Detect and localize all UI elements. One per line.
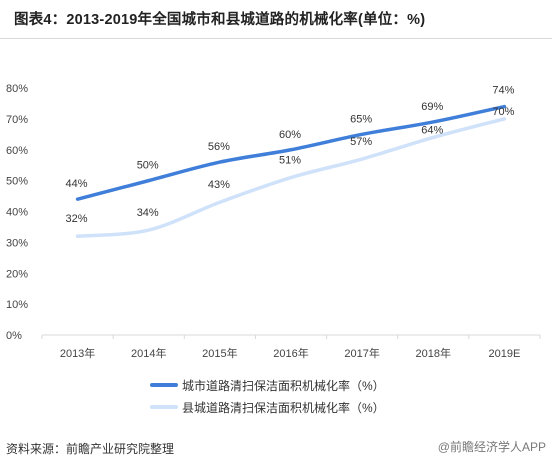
legend-item-city: 城市道路清扫保洁面积机械化率（%） — [150, 374, 385, 396]
title-divider — [0, 38, 552, 39]
y-tick-label: 10% — [6, 299, 28, 311]
data-label-city: 56% — [208, 141, 230, 153]
y-tick-label: 30% — [6, 237, 28, 249]
data-label-city: 44% — [66, 178, 88, 190]
legend-swatch-county — [150, 405, 178, 409]
y-tick-label: 60% — [6, 145, 28, 157]
x-tick-label: 2013年 — [60, 346, 95, 360]
data-label-city: 65% — [350, 113, 372, 125]
data-label-county: 34% — [137, 207, 159, 219]
y-tick-label: 50% — [6, 176, 28, 188]
data-label-county: 43% — [208, 179, 230, 191]
data-label-county: 57% — [350, 136, 372, 148]
legend-item-county: 县城道路清扫保洁面积机械化率（%） — [150, 396, 385, 418]
x-tick-label: 2018年 — [416, 346, 451, 360]
legend-label-city: 城市道路清扫保洁面积机械化率（%） — [182, 378, 385, 393]
y-tick-label: 80% — [6, 83, 28, 95]
y-tick-label: 0% — [6, 330, 22, 342]
x-tick-label: 2015年 — [202, 346, 237, 360]
data-label-county: 51% — [279, 155, 301, 167]
y-tick-label: 20% — [6, 268, 28, 280]
data-label-county: 32% — [66, 213, 88, 225]
data-label-city: 69% — [421, 101, 443, 113]
x-tick-label: 2014年 — [131, 346, 166, 360]
legend: 城市道路清扫保洁面积机械化率（%） 县城道路清扫保洁面积机械化率（%） — [150, 374, 385, 418]
series-line-city — [75, 104, 507, 201]
data-label-city: 60% — [279, 129, 301, 141]
chart-title: 图表4：2013-2019年全国城市和县城道路的机械化率(单位：%) — [14, 12, 426, 28]
data-label-city: 74% — [492, 85, 514, 97]
watermark-text: @前瞻经济学人APP — [437, 440, 546, 454]
legend-swatch-city — [150, 383, 178, 387]
x-tick-label: 2019E — [489, 348, 521, 360]
x-tick-label: 2017年 — [344, 346, 379, 360]
y-tick-label: 70% — [6, 114, 28, 126]
source-note: 资料来源：前瞻产业研究院整理 — [6, 442, 175, 456]
legend-label-county: 县城道路清扫保洁面积机械化率（%） — [182, 400, 385, 415]
data-label-city: 50% — [137, 160, 159, 172]
series-line-county — [75, 117, 507, 238]
y-tick-label: 40% — [6, 207, 28, 219]
data-label-county: 64% — [421, 124, 443, 136]
x-tick-label: 2016年 — [273, 346, 308, 360]
data-label-county: 70% — [492, 106, 514, 118]
